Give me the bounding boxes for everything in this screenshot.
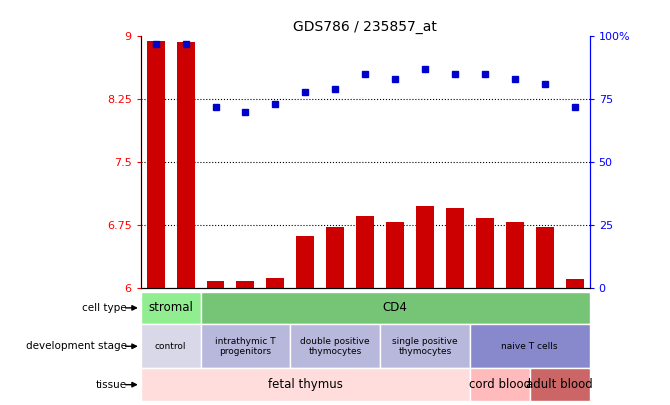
Bar bbox=[356, 216, 374, 288]
Text: cell type: cell type bbox=[82, 303, 127, 313]
Bar bbox=[296, 236, 314, 288]
Bar bbox=[565, 279, 584, 288]
Text: CD4: CD4 bbox=[383, 301, 407, 314]
Bar bbox=[267, 277, 284, 288]
Bar bbox=[141, 324, 200, 369]
Text: double positive
thymocytes: double positive thymocytes bbox=[300, 337, 370, 356]
Text: fetal thymus: fetal thymus bbox=[268, 378, 343, 391]
Bar bbox=[530, 369, 590, 401]
Bar bbox=[206, 281, 224, 288]
Bar bbox=[470, 324, 590, 369]
Bar bbox=[326, 227, 344, 288]
Text: stromal: stromal bbox=[148, 301, 193, 314]
Bar bbox=[470, 369, 530, 401]
Bar bbox=[200, 324, 290, 369]
Bar bbox=[476, 218, 494, 288]
Bar bbox=[386, 222, 404, 288]
Bar bbox=[536, 227, 553, 288]
Bar bbox=[446, 208, 464, 288]
Text: adult blood: adult blood bbox=[527, 378, 593, 391]
Bar bbox=[177, 42, 194, 288]
Title: GDS786 / 235857_at: GDS786 / 235857_at bbox=[293, 20, 437, 34]
Bar bbox=[237, 281, 255, 288]
Text: cord blood: cord blood bbox=[469, 378, 531, 391]
Bar bbox=[141, 292, 200, 324]
Text: tissue: tissue bbox=[96, 379, 127, 390]
Bar bbox=[200, 292, 590, 324]
Text: single positive
thymocytes: single positive thymocytes bbox=[392, 337, 458, 356]
Text: intrathymic T
progenitors: intrathymic T progenitors bbox=[215, 337, 276, 356]
Bar bbox=[290, 324, 380, 369]
Bar bbox=[147, 40, 165, 288]
Text: control: control bbox=[155, 342, 186, 351]
Bar bbox=[416, 207, 434, 288]
Bar bbox=[380, 324, 470, 369]
Text: development stage: development stage bbox=[26, 341, 127, 351]
Bar bbox=[506, 222, 524, 288]
Bar bbox=[141, 369, 470, 401]
Text: naive T cells: naive T cells bbox=[502, 342, 558, 351]
